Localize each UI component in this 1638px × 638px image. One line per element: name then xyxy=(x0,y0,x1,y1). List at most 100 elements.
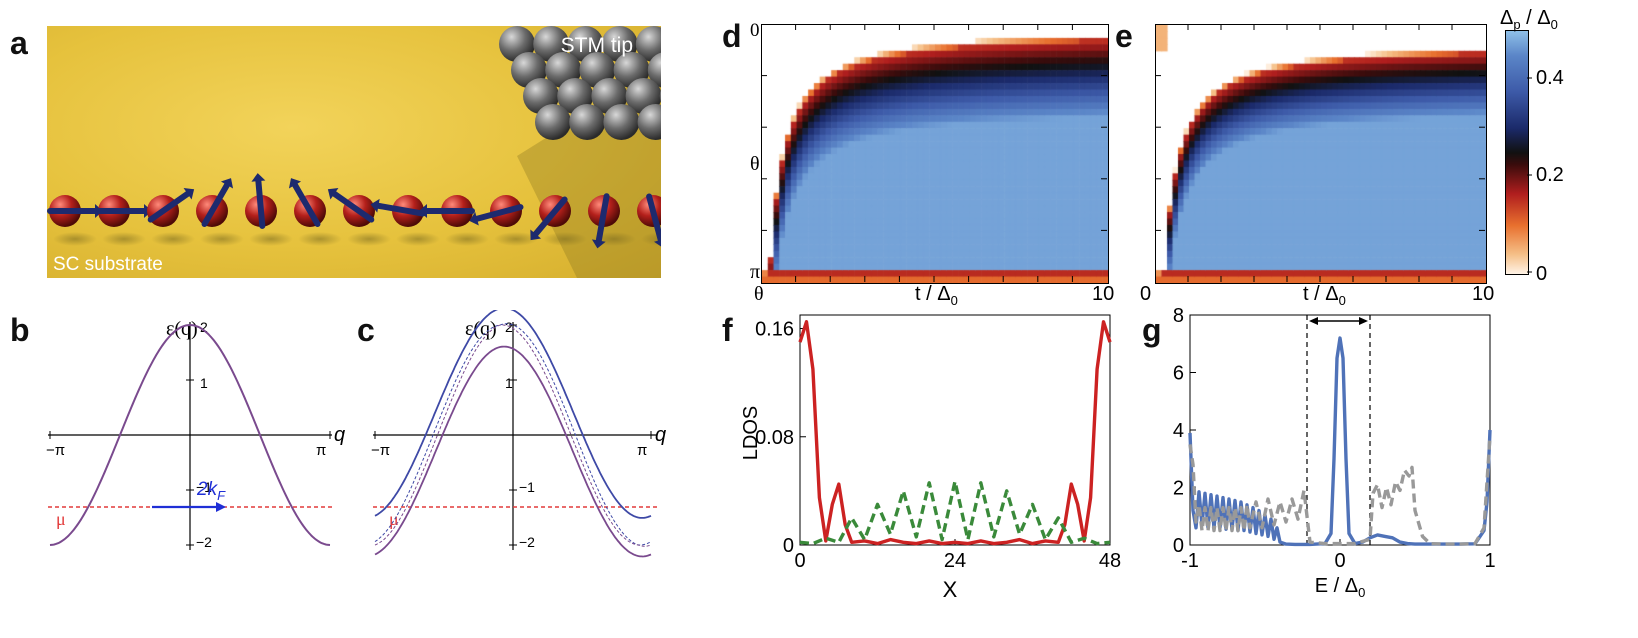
y-tick-minus-2: −2 xyxy=(196,534,212,550)
colorbar-tick-0.4: 0.4 xyxy=(1536,67,1564,89)
spin-chain-illustration: STM tip SC substrate xyxy=(47,26,661,278)
atom-shadow xyxy=(200,232,244,246)
atom-shadow xyxy=(543,232,587,246)
axis-ticks: 0 24 48 0 0.08 0.16 xyxy=(755,319,1121,572)
y-tick-label: 0.08 xyxy=(755,427,794,449)
spin-arrow-head xyxy=(469,212,479,226)
y-tick-1: 1 xyxy=(200,375,208,391)
atom-shadow xyxy=(347,232,391,246)
y-tick-minus-1: −1 xyxy=(519,479,535,495)
atom-shadow xyxy=(53,232,97,246)
tip-atom xyxy=(637,104,661,140)
y-tick-label: 0 xyxy=(1173,535,1184,557)
panel-e-ticks xyxy=(1155,24,1485,282)
y-axis-label: ε(q) xyxy=(166,318,198,340)
x-tick-minus-pi: −π xyxy=(46,442,65,459)
panel-d-ticks xyxy=(761,24,1107,282)
spin-arrow-shaft xyxy=(201,182,230,227)
d-y-tick-theta: θ xyxy=(750,153,760,175)
spin-arrow-shaft xyxy=(255,178,266,229)
stm-tip-icon xyxy=(499,26,661,140)
panel-label-f: f xyxy=(722,312,733,348)
spin-arrow-shaft xyxy=(331,190,375,223)
series-green-dashed xyxy=(799,479,1111,546)
colorbar-axis: Δp / Δ0 0.4 0.2 0 xyxy=(1500,7,1564,285)
gap-arrow-head-right xyxy=(1359,317,1368,325)
colorbar-title: Δp / Δ0 xyxy=(1500,7,1558,32)
stm-tip-label: STM tip xyxy=(560,34,633,57)
panel-b-dispersion: ε(q) q −π π 2 1 −1 −2 μ 2kF xyxy=(46,318,345,550)
y-tick-label: 0 xyxy=(783,535,794,557)
panel-e-heatmap xyxy=(1156,25,1486,283)
illustration-canvas xyxy=(47,26,661,278)
spin-arrow-shaft xyxy=(474,204,524,222)
spin-arrow-shaft xyxy=(595,193,610,244)
x-axis-label: q xyxy=(655,424,666,446)
spin-arrow-head xyxy=(327,188,339,200)
spin-arrow-head xyxy=(288,178,302,189)
panel-label-c: c xyxy=(357,312,375,348)
series-group xyxy=(798,320,1112,546)
x-tick-pi: π xyxy=(316,442,326,459)
atom-shadow xyxy=(396,232,440,246)
band-upper xyxy=(374,310,652,519)
plot-frame xyxy=(799,314,1111,546)
tip-atom xyxy=(635,26,661,62)
x-tick-label: 24 xyxy=(944,550,966,572)
atom-shadow xyxy=(102,232,146,246)
panel-label-e: e xyxy=(1115,18,1133,54)
spin-arrow-head xyxy=(220,178,234,189)
panel-label-b: b xyxy=(10,312,30,348)
spin-arrow-shaft xyxy=(147,190,191,223)
x-tick-label: 48 xyxy=(1099,550,1121,572)
y-axis-ticks xyxy=(374,324,652,546)
panel-d-heatmap xyxy=(762,25,1108,283)
mu-label: μ xyxy=(56,509,66,529)
series-grey-dashed xyxy=(1188,435,1492,546)
colorbar xyxy=(1505,30,1529,275)
e-x-tick-0: 0 xyxy=(1140,283,1151,305)
spin-arrow-head xyxy=(654,239,661,247)
y-tick-label: 2 xyxy=(1173,478,1184,500)
y-tick-label: 8 xyxy=(1173,305,1184,327)
colorbar-tick-0.2: 0.2 xyxy=(1536,164,1564,186)
panel-d-heatmap-frame xyxy=(761,24,1109,284)
gap-arrow-head-left xyxy=(1309,317,1318,325)
atom-shadow xyxy=(151,232,195,246)
atom-shadow xyxy=(249,232,293,246)
panel-e-axes: 0 10 t / Δ0 xyxy=(1140,24,1494,308)
e-x-label: t / Δ0 xyxy=(1303,283,1346,308)
atom-shadow xyxy=(298,232,342,246)
y-tick-label: 4 xyxy=(1173,420,1184,442)
series-red-solid xyxy=(798,320,1112,546)
substrate-label: SC substrate xyxy=(53,254,163,275)
x-tick-label: 0 xyxy=(1334,550,1345,572)
x-tick-label: 1 xyxy=(1484,550,1495,572)
y-tick-2: 2 xyxy=(505,319,513,335)
spin-arrow-head xyxy=(370,198,380,213)
y-tick-minus-2: −2 xyxy=(519,534,535,550)
band-lower-bare xyxy=(374,324,652,547)
y-tick-2: 2 xyxy=(200,319,208,335)
band-lower xyxy=(374,345,652,558)
spin-arrow-shaft xyxy=(375,202,426,217)
spin-arrow-head xyxy=(251,173,266,182)
spin-arrow-shaft xyxy=(292,182,321,227)
spin-arrow-shaft xyxy=(532,196,568,237)
tip-atom xyxy=(659,89,661,103)
d-y-tick-pi: π xyxy=(750,261,760,283)
e-x-tick-10: 10 xyxy=(1472,283,1494,305)
spin-arrow-head xyxy=(591,239,606,249)
y-tick-label: 0.16 xyxy=(755,319,794,341)
x-tick-minus-pi: −π xyxy=(371,442,390,459)
panel-c-dispersion: ε(q) q −π π 2 1 −1 −2 μ xyxy=(371,310,666,558)
spin-arrow-head xyxy=(530,229,542,241)
tip-atom xyxy=(647,52,661,88)
atom-shadow xyxy=(445,232,489,246)
band-curve xyxy=(49,323,331,546)
kf-label: 2kF xyxy=(196,479,226,503)
panel-label-d: d xyxy=(722,18,742,54)
spin-arrow-head xyxy=(419,204,427,218)
